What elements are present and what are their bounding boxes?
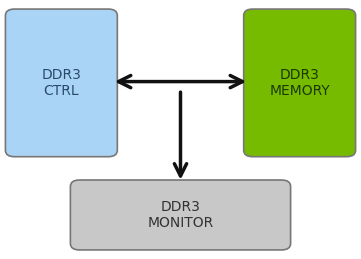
FancyBboxPatch shape xyxy=(244,9,356,157)
Text: DDR3
CTRL: DDR3 CTRL xyxy=(42,68,81,98)
Text: DDR3
MONITOR: DDR3 MONITOR xyxy=(147,200,214,230)
FancyBboxPatch shape xyxy=(70,180,291,250)
Text: DDR3
MEMORY: DDR3 MEMORY xyxy=(269,68,330,98)
FancyBboxPatch shape xyxy=(5,9,117,157)
